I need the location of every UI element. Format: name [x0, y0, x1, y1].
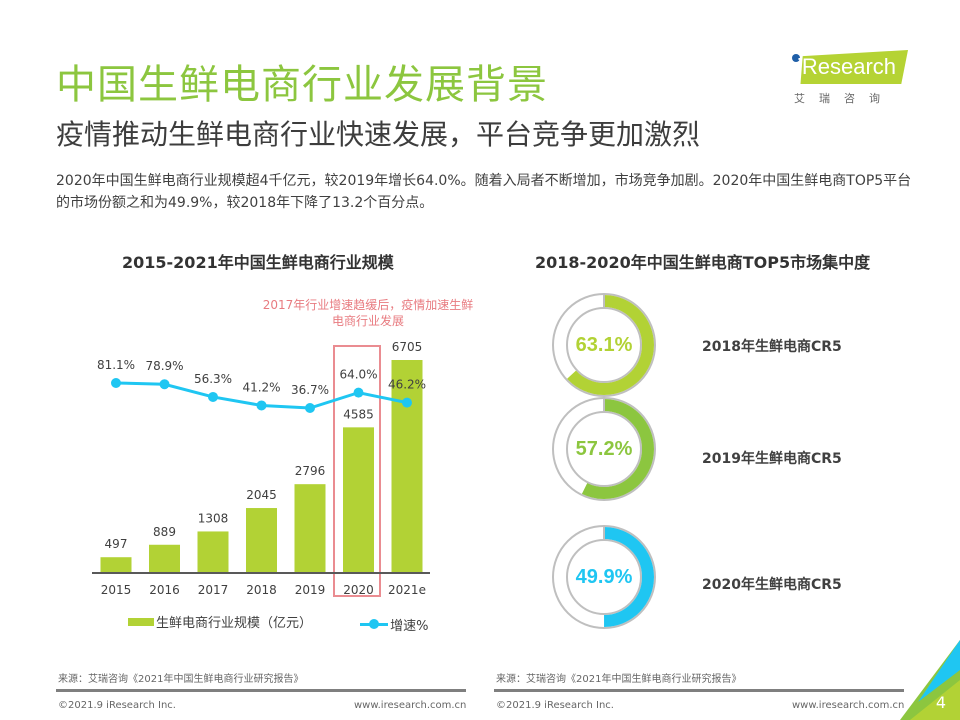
- bar-2017: [197, 531, 229, 573]
- growth-rate-label: 36.7%: [291, 383, 329, 397]
- donut-value-label: 49.9%: [575, 565, 633, 588]
- page-number: 4: [935, 693, 946, 712]
- bar-value-label: 2796: [295, 464, 326, 478]
- cr5-label: 2019年生鲜电商CR5: [702, 451, 842, 467]
- source-note-right: 来源：艾瑞咨询《2021年中国生鲜电商行业研究报告》: [496, 674, 742, 685]
- bar-value-label: 497: [105, 537, 128, 551]
- legend-item-scale: 生鲜电商行业规模（亿元）: [128, 612, 312, 631]
- chart-legend: 生鲜电商行业规模（亿元） 增速%: [128, 612, 473, 634]
- corner-decoration: [900, 640, 960, 720]
- x-tick-label: 2021e: [388, 583, 426, 597]
- highlight-box-2020: [333, 345, 381, 597]
- logo-brand-text: iResearch: [797, 54, 897, 79]
- logo-cn-text: 艾瑞咨询: [794, 92, 894, 105]
- growth-point: [208, 391, 218, 402]
- x-tick-label: 2020: [343, 583, 374, 597]
- growth-rate-label: 78.9%: [145, 359, 183, 373]
- page-title: 中国生鲜电商行业发展背景: [56, 62, 548, 108]
- legend-bar-swatch: [128, 617, 154, 626]
- footer-divider-left: [56, 689, 466, 692]
- bar-value-label: 889: [153, 525, 176, 539]
- description-text: 2020年中国生鲜电商行业规模超4千亿元，较2019年增长64.0%。随着入局者…: [56, 173, 912, 211]
- bar-2019: [294, 484, 326, 573]
- website-link-left[interactable]: www.iresearch.com.cn: [354, 700, 467, 711]
- donut-cr5-1: 57.2%: [551, 396, 657, 502]
- bar-2018: [246, 508, 277, 573]
- growth-rate-label: 56.3%: [194, 372, 232, 386]
- legend-line-swatch: [360, 618, 389, 629]
- chart-annotation: 2017年行业增速趋缓后，疫情加速生鲜电商行业发展: [262, 298, 474, 328]
- bar-2021e: [391, 360, 423, 573]
- legend-label-scale: 生鲜电商行业规模（亿元）: [156, 616, 313, 631]
- x-tick-label: 2018: [246, 583, 277, 597]
- bar-line-chart: 497 2015 81.1% 889 2016 78.9% 1308 2017 56.3% 204…: [92, 340, 430, 597]
- growth-rate-label: 64.0%: [339, 368, 377, 382]
- donut-cr5-2: 49.9%: [551, 524, 657, 630]
- logo-background: [800, 50, 908, 84]
- growth-point: [256, 400, 267, 411]
- donut-chart-title: 2018-2020年中国生鲜电商TOP5市场集中度: [535, 253, 871, 272]
- bar-value-label: 2045: [246, 488, 277, 502]
- donut-value-label: 63.1%: [575, 333, 633, 356]
- bar-value-label: 6705: [392, 340, 423, 354]
- logo-dot-icon: [792, 54, 800, 62]
- cr5-label: 2020年生鲜电商CR5: [702, 577, 842, 593]
- legend-item-growth: 增速%: [360, 615, 429, 634]
- source-note-left: 来源：艾瑞咨询《2021年中国生鲜电商行业研究报告》: [58, 674, 304, 685]
- legend-label-growth: 增速%: [390, 618, 429, 634]
- page-subtitle: 疫情推动生鲜电商行业快速发展，平台竞争更加激烈: [56, 118, 701, 151]
- copyright-right: ©2021.9 iResearch Inc.: [496, 700, 614, 711]
- cr5-label: 2018年生鲜电商CR5: [702, 339, 842, 355]
- footer-divider-right: [494, 689, 904, 692]
- bar-value-label: 1308: [198, 511, 229, 525]
- growth-rate-label: 41.2%: [242, 380, 280, 394]
- growth-point: [353, 387, 364, 398]
- x-tick-label: 2016: [149, 583, 180, 597]
- donut-cr5-0: 63.1%: [551, 292, 657, 398]
- bar-value-label: 4585: [343, 407, 374, 421]
- bar-chart-title: 2015-2021年中国生鲜电商行业规模: [122, 253, 394, 272]
- x-tick-label: 2019: [295, 583, 326, 597]
- growth-rate-label: 81.1%: [97, 358, 135, 372]
- growth-point: [305, 403, 315, 413]
- bar-2020: [343, 427, 374, 573]
- copyright-left: ©2021.9 iResearch Inc.: [58, 700, 176, 711]
- iresearch-logo: iResearch 艾瑞咨询: [792, 48, 912, 112]
- growth-point: [159, 379, 170, 390]
- website-link-right[interactable]: www.iresearch.com.cn: [792, 700, 905, 711]
- donut-value-label: 57.2%: [575, 437, 633, 460]
- x-tick-label: 2017: [198, 583, 229, 597]
- growth-point: [402, 397, 412, 408]
- bar-2015: [100, 557, 132, 573]
- growth-point: [111, 378, 121, 388]
- bar-2016: [149, 544, 180, 573]
- growth-rate-label: 46.2%: [388, 378, 426, 392]
- x-tick-label: 2015: [101, 583, 132, 597]
